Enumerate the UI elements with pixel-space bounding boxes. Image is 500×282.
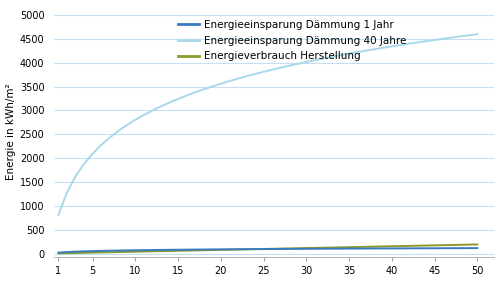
Y-axis label: Energie in kWh/m²: Energie in kWh/m²	[6, 83, 16, 180]
Legend: Energieeinsparung Dämmung 1 Jahr, Energieeinsparung Dämmung 40 Jahre, Energiever: Energieeinsparung Dämmung 1 Jahr, Energi…	[174, 16, 410, 66]
